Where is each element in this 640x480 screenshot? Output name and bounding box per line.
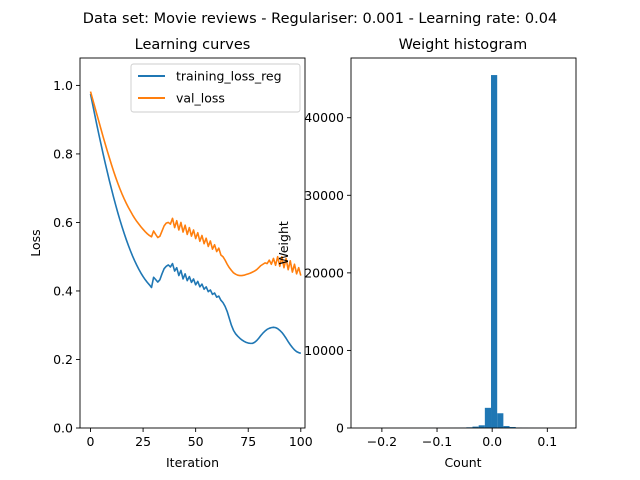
legend-label-val-loss: val_loss — [176, 91, 225, 106]
y-tick-label: 1.0 — [53, 78, 73, 93]
y-tick-label: 0.2 — [53, 352, 73, 367]
histogram-bar — [503, 426, 510, 428]
histogram-bar — [478, 425, 485, 428]
weight-histogram-axes-frame — [350, 57, 577, 429]
x-tick-label: 0 — [87, 434, 95, 449]
learning-curves-x-ticks: 0 25 50 75 100 — [87, 428, 313, 449]
weight-histogram-x-axis-label: Count — [444, 455, 481, 470]
weight-histogram-panel: Weight histogram −0.2 −0.1 0.0 0.1 0 10000 20… — [276, 37, 577, 470]
histogram-bar — [484, 407, 492, 428]
histogram-bar — [509, 426, 516, 428]
weight-histogram-x-ticks: −0.2 −0.1 0.0 0.1 — [367, 428, 557, 449]
x-tick-label: −0.2 — [367, 434, 397, 449]
x-tick-label: 0.0 — [482, 434, 502, 449]
learning-curves-legend: training_loss_reg val_loss — [130, 63, 301, 113]
y-tick-label: 0.8 — [53, 146, 73, 161]
y-tick-label: 0 — [336, 421, 344, 436]
x-tick-label: 25 — [135, 434, 151, 449]
legend-frame — [130, 63, 301, 113]
x-tick-label: 100 — [289, 434, 313, 449]
y-tick-label: 10000 — [304, 343, 344, 358]
figure-suptitle: Data set: Movie reviews - Regulariser: 0… — [83, 11, 557, 27]
x-tick-label: 75 — [240, 434, 256, 449]
weight-histogram-y-axis-label: Weight — [276, 221, 291, 265]
learning-curves-panel: Learning curves 0 25 50 75 100 0.00.20.40.60… — [28, 37, 313, 470]
weight-histogram-y-ticks: 0 10000 20000 30000 40000 — [304, 110, 351, 436]
histogram-bar — [472, 426, 479, 428]
weight-histogram-title: Weight histogram — [399, 37, 528, 53]
learning-curves-title: Learning curves — [135, 37, 251, 53]
learning-curves-y-axis-label: Loss — [28, 229, 43, 256]
histogram-bar — [497, 413, 504, 428]
histogram-bar — [491, 75, 498, 428]
series-line-val-loss — [89, 91, 302, 277]
y-tick-label: 20000 — [304, 265, 344, 280]
x-tick-label: 50 — [188, 434, 204, 449]
y-tick-label: 40000 — [304, 110, 344, 125]
series-line-training-loss-reg — [89, 93, 302, 355]
learning-curves-x-axis-label: Iteration — [166, 455, 219, 470]
y-tick-label: 0.4 — [53, 283, 73, 298]
y-tick-label: 30000 — [304, 188, 344, 203]
learning-curves-y-ticks: 0.0 0.2 0.4 0.6 0.8 1.0 — [53, 78, 80, 436]
learning-curves-axes-frame — [79, 57, 306, 429]
learning-curves-series-group — [89, 91, 302, 355]
x-tick-label: 0.1 — [537, 434, 557, 449]
legend-label-training-loss-reg: training_loss_reg — [176, 69, 282, 84]
y-tick-label: 0.0 — [53, 421, 73, 436]
x-tick-label: −0.1 — [422, 434, 452, 449]
y-tick-label: 0.6 — [53, 215, 73, 230]
